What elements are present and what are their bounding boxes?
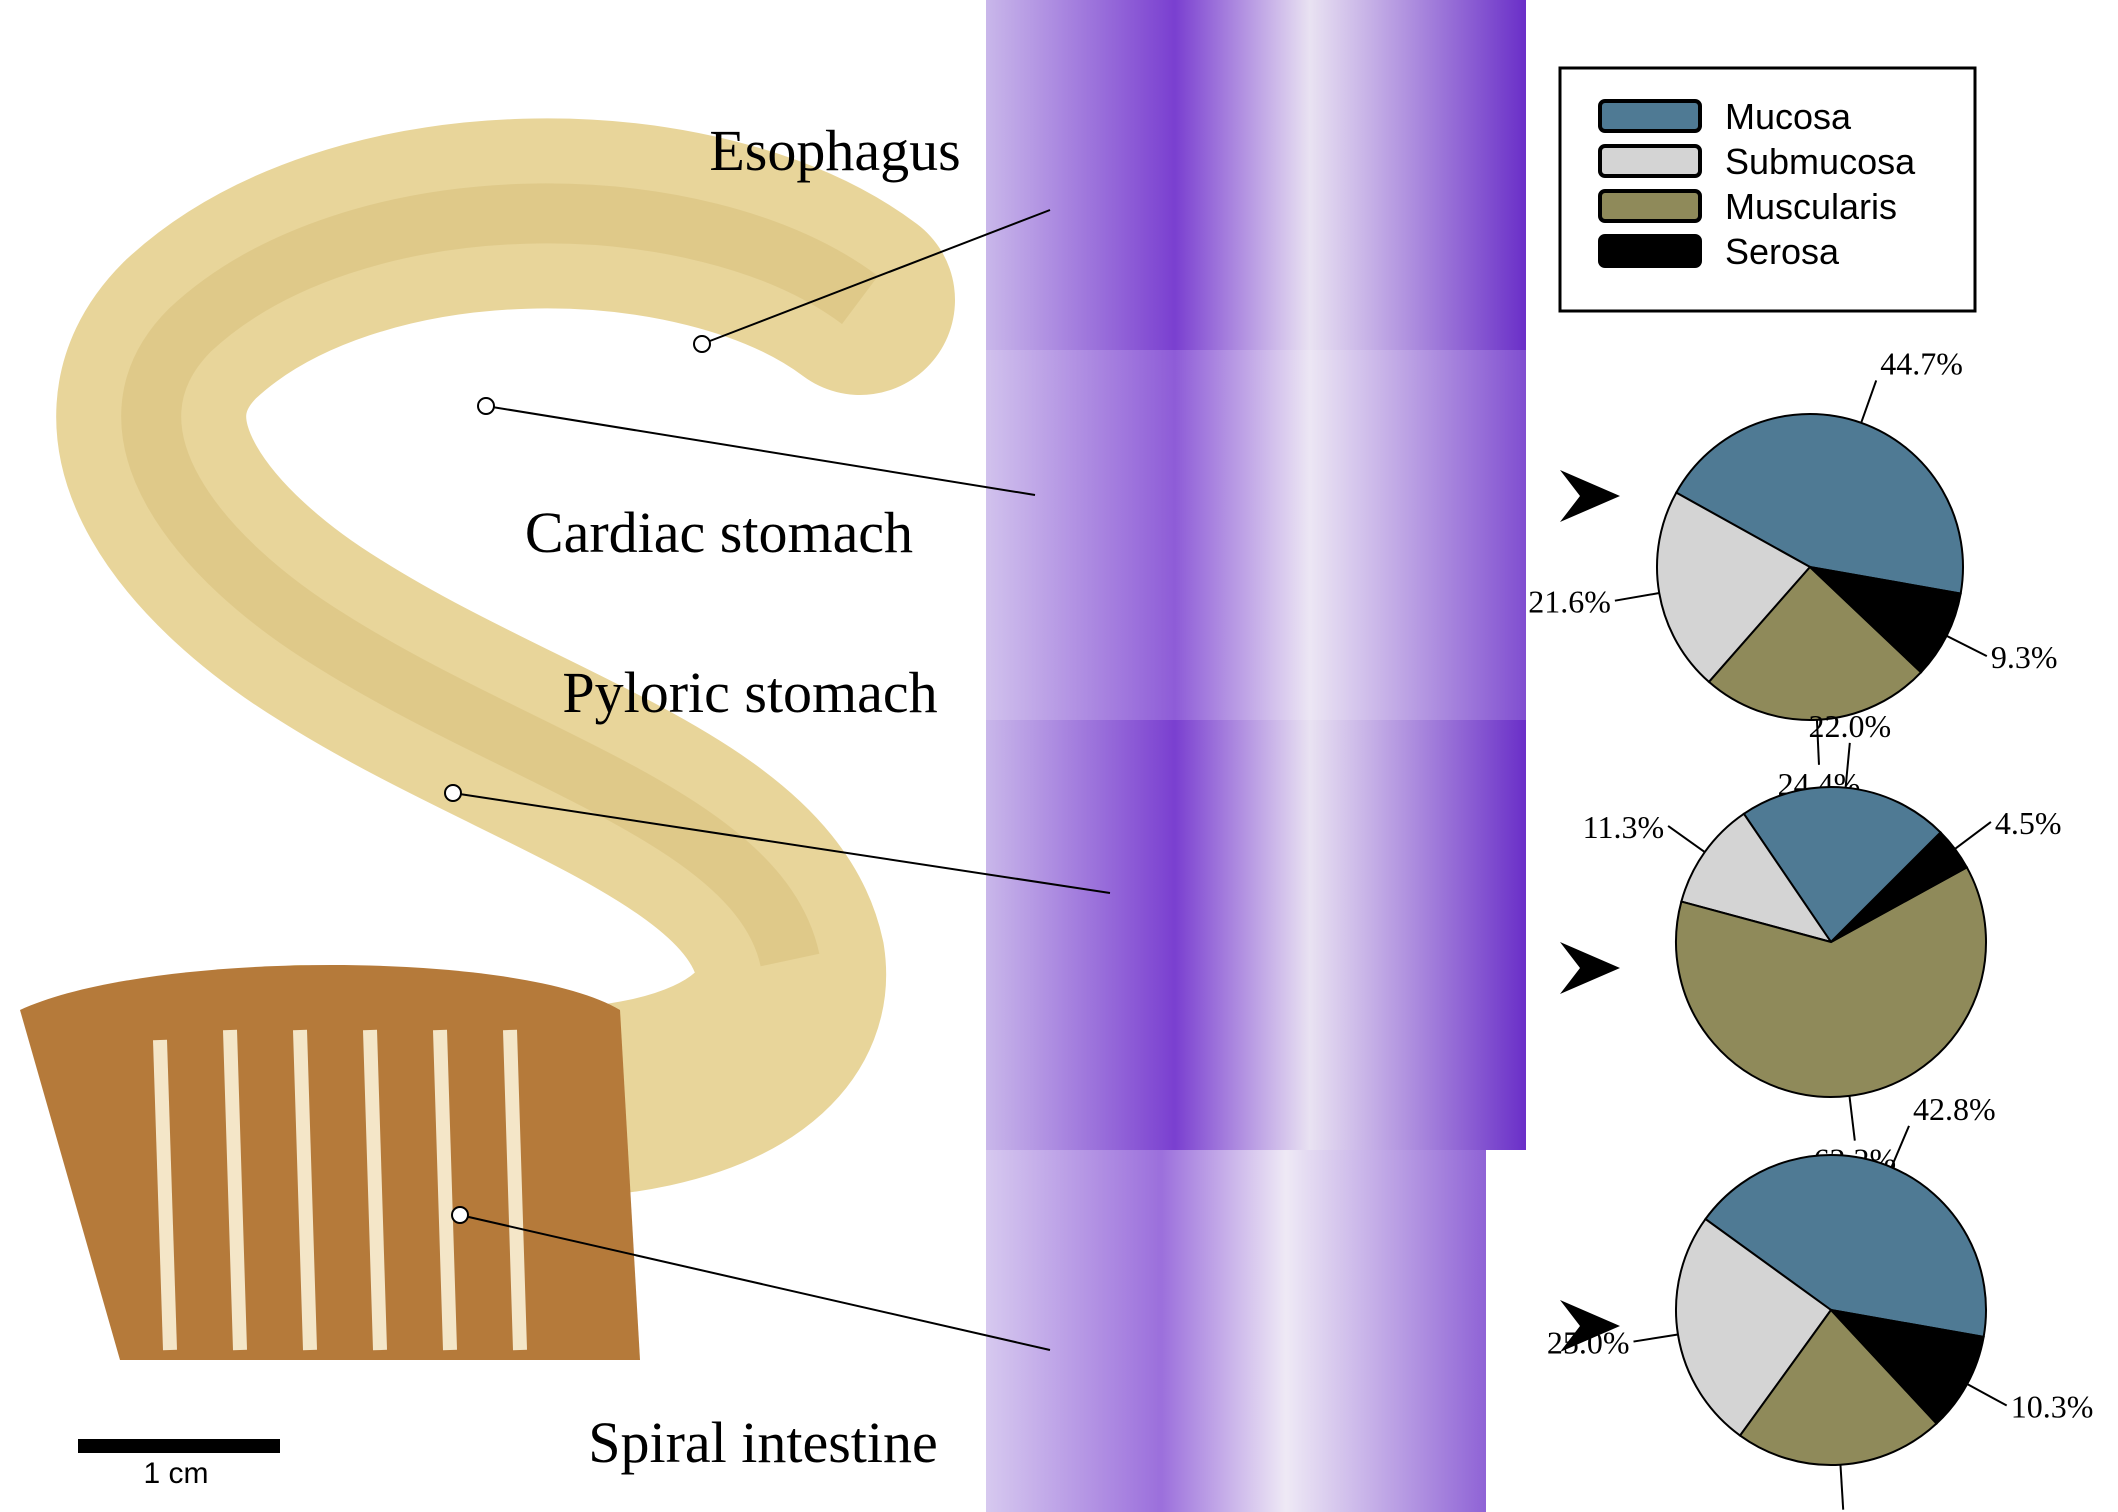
organ-label: Pyloric stomach <box>562 660 937 725</box>
pie-slice <box>1656 491 1812 684</box>
scale-label: 1 cm <box>143 1457 208 1490</box>
specimen-photo <box>20 118 955 1360</box>
label-leader <box>1844 742 1851 788</box>
leader-lines <box>444 209 1111 1351</box>
value-label: 21.9% <box>1802 1511 1885 1512</box>
value-label: 10.3% <box>2011 1389 2094 1425</box>
legend-swatch <box>1598 99 1702 133</box>
label-leader <box>1614 592 1660 602</box>
legend-label: Mucosa <box>1725 96 1852 137</box>
legend-label: Submucosa <box>1725 141 1916 182</box>
label-leader <box>1667 825 1706 853</box>
value-label: 4.5% <box>1995 805 2062 841</box>
label-leader <box>1954 821 1992 850</box>
legend-swatch <box>1598 189 1702 223</box>
label-leader <box>1966 1383 2008 1407</box>
value-label: 21.6% <box>1528 584 1611 620</box>
organ-label: Spiral intestine <box>588 1410 938 1475</box>
label-leader <box>1848 1095 1856 1141</box>
label-leader <box>1633 1333 1679 1343</box>
value-label: 22.0% <box>1808 708 1891 744</box>
label-leader <box>1839 1464 1845 1510</box>
arrows <box>1560 470 1620 1352</box>
scale-bar <box>78 1439 280 1453</box>
histology-strip <box>986 0 1526 1512</box>
pie-slice <box>1680 812 1834 944</box>
pie-slice <box>1742 786 1943 944</box>
pie-slice <box>1704 1154 1987 1339</box>
label-leader <box>1815 719 1820 765</box>
pie-slice <box>1738 1308 1938 1466</box>
legend-swatch <box>1598 144 1702 178</box>
pie-slice <box>1675 865 1987 1098</box>
label-leader <box>1946 634 1988 657</box>
organ-label: Cardiac stomach <box>525 500 913 565</box>
legend-label: Muscularis <box>1725 186 1897 227</box>
label-leader <box>1860 380 1878 424</box>
pie-slice <box>1830 830 1969 943</box>
pie-slice <box>1806 565 1962 674</box>
pie-slice <box>1675 1217 1833 1437</box>
pie-slice <box>1707 565 1923 721</box>
value-label: 9.3% <box>1991 639 2058 675</box>
legend-label: Serosa <box>1725 231 1840 272</box>
value-label: 44.7% <box>1880 345 1963 381</box>
value-label: 25.0% <box>1547 1325 1630 1361</box>
organ-label: Esophagus <box>709 118 960 183</box>
value-label: 11.3% <box>1583 809 1664 845</box>
value-label: 42.8% <box>1913 1091 1996 1127</box>
legend-swatch <box>1598 234 1702 268</box>
label-leader <box>1890 1125 1910 1168</box>
